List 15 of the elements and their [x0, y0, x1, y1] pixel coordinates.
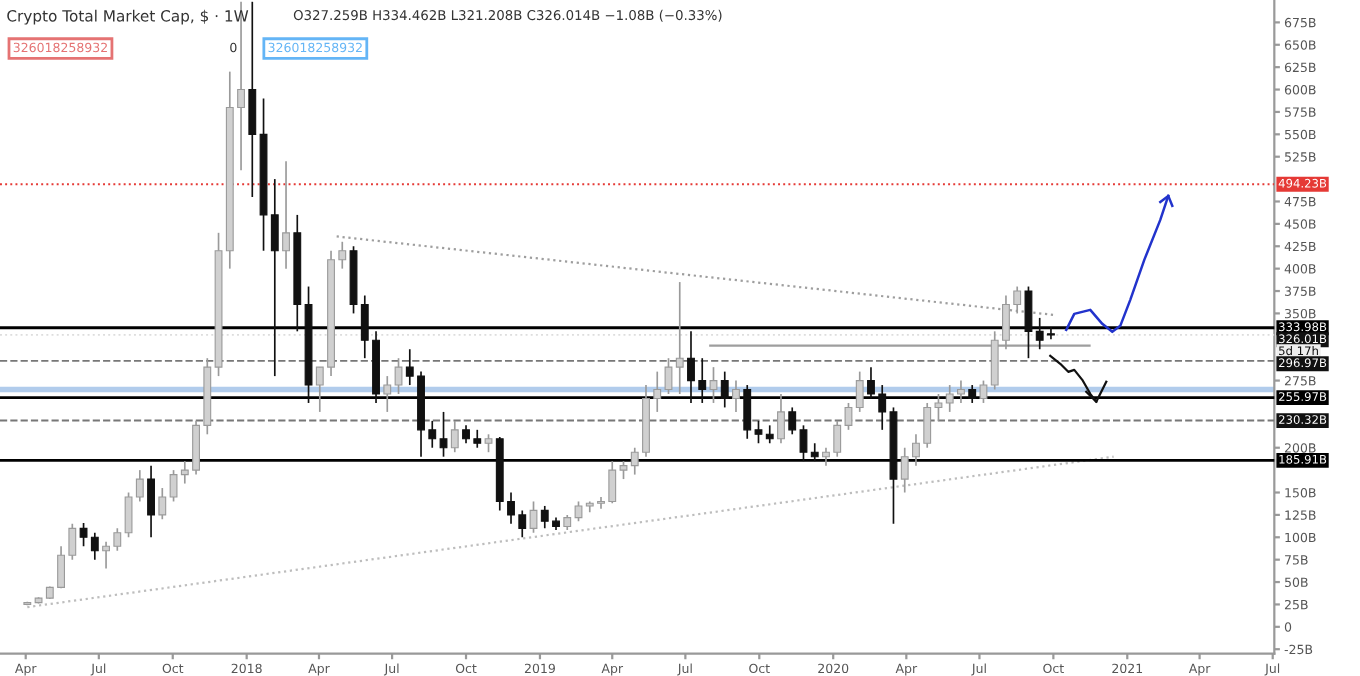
candlestick — [383, 375, 392, 413]
candlestick — [720, 370, 729, 409]
candlestick — [1024, 285, 1033, 360]
candlestick — [450, 420, 459, 454]
candlestick — [709, 366, 718, 404]
candlestick — [394, 357, 403, 395]
candlestick — [529, 500, 538, 534]
candlestick — [732, 379, 740, 413]
candlestick — [777, 393, 785, 445]
candlestick — [147, 464, 155, 539]
candlestick — [855, 370, 864, 413]
candlestick — [979, 379, 988, 404]
candlestick — [158, 487, 167, 521]
candlestick — [282, 160, 290, 270]
candlestick — [248, 0, 257, 198]
